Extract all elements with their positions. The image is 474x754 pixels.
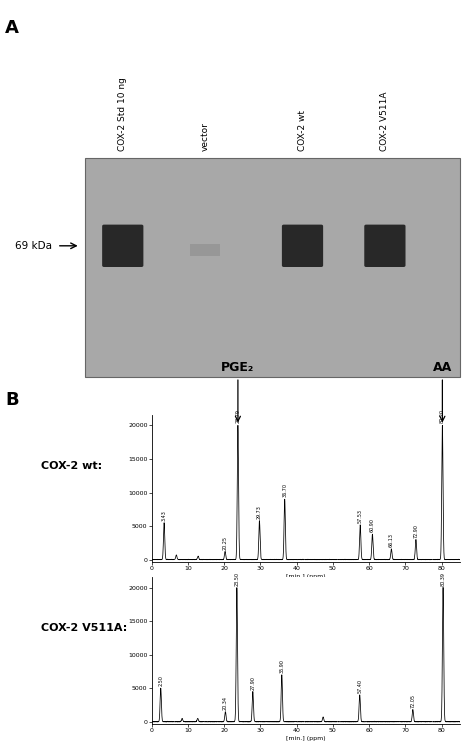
Text: 29.73: 29.73 [257,505,262,519]
Text: 2.50: 2.50 [158,676,163,686]
Text: AA: AA [433,361,452,421]
Text: 80.20: 80.20 [440,409,445,424]
Text: 72.90: 72.90 [413,524,419,538]
Text: PGE₂: PGE₂ [221,361,255,421]
Text: COX-2 wt: COX-2 wt [298,110,307,151]
Bar [190,244,220,256]
Text: COX-2 V511A: COX-2 V511A [381,91,389,151]
Text: 20.34: 20.34 [223,696,228,710]
Text: COX-2 V511A:: COX-2 V511A: [41,624,127,633]
Text: 72.05: 72.05 [410,694,415,708]
Text: 23.79: 23.79 [236,409,240,424]
FancyBboxPatch shape [282,225,323,267]
Text: 80.39: 80.39 [440,572,446,586]
Text: 69 kDa: 69 kDa [15,241,52,251]
Text: 57.53: 57.53 [358,509,363,523]
FancyBboxPatch shape [102,225,143,267]
X-axis label: [min.] (ppm): [min.] (ppm) [286,574,326,578]
Text: A: A [5,19,18,37]
X-axis label: [min.] (ppm): [min.] (ppm) [286,736,326,740]
Text: 66.13: 66.13 [389,533,394,547]
Text: 27.90: 27.90 [250,676,255,690]
Text: 60.90: 60.90 [370,518,375,532]
Text: vector: vector [201,122,210,151]
Text: 3.43: 3.43 [162,510,167,521]
Text: 57.40: 57.40 [357,679,362,693]
Text: COX-2 Std 10 ng: COX-2 Std 10 ng [118,77,127,151]
Text: 20.25: 20.25 [223,535,228,550]
Text: COX-2 wt:: COX-2 wt: [41,461,102,471]
Text: 35.90: 35.90 [279,659,284,673]
FancyBboxPatch shape [365,225,406,267]
Text: B: B [6,391,19,409]
Bar [85,158,460,377]
Text: 23.50: 23.50 [234,572,239,586]
Text: 36.70: 36.70 [282,483,287,498]
